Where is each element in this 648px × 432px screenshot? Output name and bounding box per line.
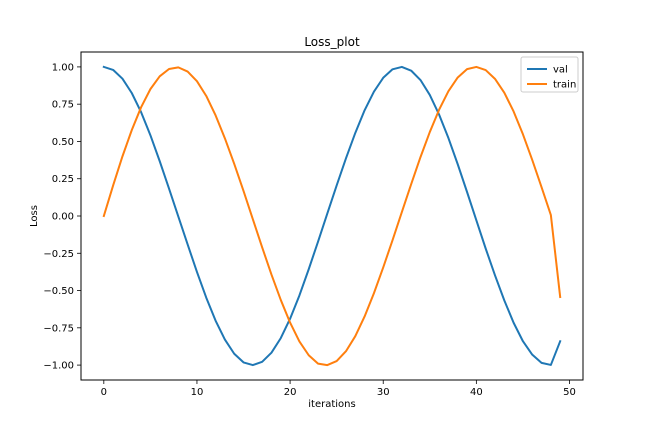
- y-tick-label: −0.25: [43, 249, 74, 260]
- y-tick-label: −0.75: [43, 323, 74, 334]
- x-tick-label: 0: [101, 387, 107, 398]
- y-tick-label: 1.00: [52, 62, 74, 73]
- legend: val train: [520, 56, 579, 93]
- y-tick-label: 0.50: [52, 137, 74, 148]
- x-tick-label: 10: [191, 387, 204, 398]
- series-line-train: [102, 65, 562, 367]
- axes: 0 10 20 30 40 50 −1.00 −0.75 −0.50 −0.25 0.00 0.25 0…: [43, 62, 576, 398]
- legend-label-train: train: [553, 80, 576, 91]
- x-tick-label: 30: [377, 387, 390, 398]
- y-tick-label: 0.00: [52, 212, 74, 223]
- y-tick-label: −0.50: [43, 286, 74, 297]
- y-tick-label: 0.75: [52, 100, 74, 111]
- series-line-val: [102, 65, 562, 367]
- y-tick-label: −1.00: [43, 361, 74, 372]
- y-tick-label: 0.25: [52, 174, 74, 185]
- y-axis-label: Loss: [29, 205, 40, 227]
- chart-title: Loss_plot: [304, 35, 360, 49]
- x-tick-label: 20: [284, 387, 297, 398]
- x-tick-label: 50: [563, 387, 576, 398]
- legend-label-val: val: [553, 65, 568, 76]
- plot-frame: [80, 51, 584, 381]
- series-lines: [102, 65, 562, 367]
- x-axis-label: iterations: [308, 399, 355, 410]
- x-tick-label: 40: [470, 387, 483, 398]
